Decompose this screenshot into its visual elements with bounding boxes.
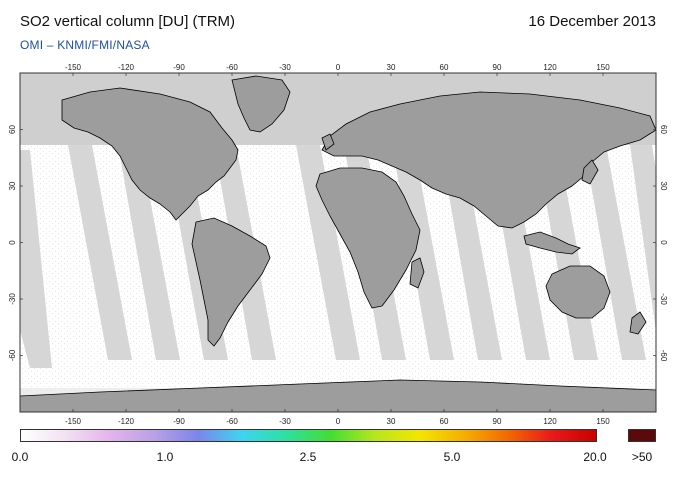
lon-tick-top-7: 60	[440, 63, 449, 72]
colorbar-label-1: 1.0	[156, 450, 174, 464]
lat-ticks-left: 60 30 0 -30 -60	[8, 125, 17, 362]
lat-tick-left-0: 60	[8, 125, 17, 134]
lon-tick-bottom-3: -60	[226, 417, 238, 426]
lon-tick-top-6: 30	[387, 63, 396, 72]
gap-stripe-1	[20, 150, 52, 368]
lat-tick-right-2: 0	[659, 240, 668, 245]
colorbar-over-label: >50	[631, 450, 653, 464]
lat-tick-left-4: -60	[8, 349, 17, 361]
map-area	[20, 73, 656, 412]
gap-stripe-9	[440, 145, 502, 360]
lon-tick-bottom-4: -30	[279, 417, 291, 426]
antarctica	[20, 379, 656, 412]
lon-tick-top-5: 0	[336, 63, 341, 72]
colorbar	[20, 429, 597, 442]
lon-tick-bottom-6: 30	[387, 417, 396, 426]
lon-tick-top-2: -90	[173, 63, 185, 72]
colorbar-label-0: 0.0	[11, 450, 29, 464]
chart-title: SO2 vertical column [DU] (TRM)	[20, 13, 236, 30]
colorbar-label-4: 20.0	[583, 450, 607, 464]
british-isles	[321, 133, 335, 151]
lon-tick-top-10: 150	[596, 63, 610, 72]
gap-stripe-2	[68, 145, 132, 360]
lat-tick-left-1: 30	[8, 181, 17, 190]
japan	[581, 159, 599, 185]
greenland	[231, 75, 291, 133]
lon-tick-bottom-0: -150	[65, 417, 82, 426]
lon-ticks-top: -150 -120 -90 -60 -30 0 30 60 90 120 150	[65, 63, 610, 72]
land-masses	[20, 75, 656, 412]
date-label: 16 December 2013	[528, 13, 656, 30]
madagascar	[409, 257, 425, 289]
gap-stripe-13	[630, 145, 656, 360]
lat-tick-right-3: -30	[659, 293, 668, 305]
gap-stripe-3	[118, 145, 180, 360]
lon-tick-bottom-7: 60	[440, 417, 449, 426]
lat-tick-right-1: 30	[659, 182, 668, 191]
africa	[315, 167, 421, 309]
indonesia	[523, 231, 581, 255]
lon-tick-bottom-2: -90	[173, 417, 185, 426]
colorbar-label-3: 5.0	[443, 450, 461, 464]
gap-stripe-8	[392, 145, 454, 360]
lon-tick-top-1: -120	[118, 63, 135, 72]
lon-tick-bottom-9: 120	[543, 417, 557, 426]
lon-tick-top-8: 90	[493, 63, 502, 72]
australia	[545, 265, 611, 319]
lat-tick-right-4: -60	[659, 350, 668, 362]
lat-tick-right-0: 60	[659, 125, 668, 134]
lon-tick-top-3: -60	[226, 63, 238, 72]
lon-tick-bottom-8: 90	[493, 417, 502, 426]
north-america	[61, 87, 239, 221]
lon-ticks-bottom: -150 -120 -90 -60 -30 0 30 60 90 120 150	[65, 417, 610, 426]
tick-marks	[20, 73, 656, 412]
south-america	[191, 217, 271, 347]
colorbar-label-2: 2.5	[299, 450, 317, 464]
lat-tick-left-3: -30	[8, 293, 17, 305]
new-zealand	[629, 311, 647, 335]
lat-tick-left-2: 0	[8, 240, 17, 245]
lat-ticks-right: 60 30 0 -30 -60	[659, 125, 668, 362]
lon-tick-bottom-1: -120	[118, 417, 135, 426]
lon-tick-top-0: -150	[65, 63, 82, 72]
lon-tick-bottom-10: 150	[596, 417, 610, 426]
data-source-label: OMI – KNMI/FMI/NASA	[20, 38, 150, 52]
eurasia	[321, 91, 656, 229]
lon-tick-top-4: -30	[279, 63, 291, 72]
gap-stripe-12	[584, 145, 646, 360]
lon-tick-bottom-5: 0	[336, 417, 341, 426]
colorbar-over-swatch	[628, 429, 656, 442]
gap-stripe-6	[296, 145, 360, 360]
lon-tick-top-9: 120	[543, 63, 557, 72]
